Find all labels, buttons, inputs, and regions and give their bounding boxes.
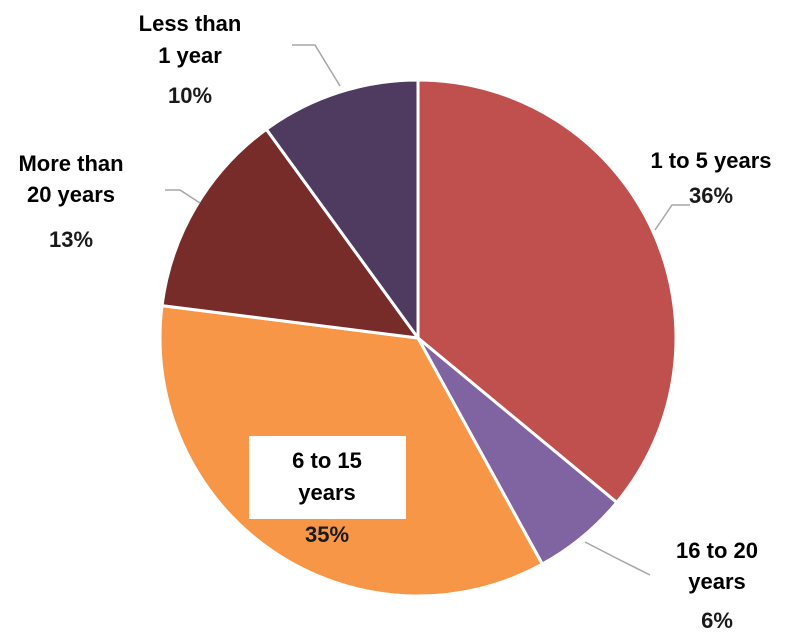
slice-percent-16-to-20-years: 6% <box>701 608 733 633</box>
slice-percent-less-than-1-year: 10% <box>168 83 212 108</box>
pie-slice-more-than-20-years <box>160 127 422 340</box>
pie-slices <box>158 78 678 598</box>
leader-lines <box>165 44 690 576</box>
slice-percent-6-to-15-years: 35% <box>305 522 349 547</box>
leader-line-more-than-20 <box>165 189 201 204</box>
slice-label-less-than-1-line1: Less than <box>139 11 242 36</box>
slice-label-1-to-5-years: 1 to 5 years <box>650 148 771 173</box>
leader-line-less-than-1 <box>292 44 341 87</box>
label-box-6-to-15 <box>249 436 406 519</box>
slice-percent-1-to-5-years: 36% <box>689 183 733 208</box>
slice-label-less-than-1-line2: 1 year <box>158 43 222 68</box>
slice-label-16-to-20-line1: 16 to 20 <box>676 538 758 563</box>
pie-slice-1-to-5-years <box>416 78 678 505</box>
slice-label-6-to-15-line2: years <box>298 480 356 505</box>
pie-slice-less-than-1-year <box>264 78 420 343</box>
leader-line-16-to-20 <box>584 541 651 576</box>
slice-percent-more-than-20-years: 13% <box>49 227 93 252</box>
slice-label-more-than-20-line2: 20 years <box>27 182 115 207</box>
slice-label-16-to-20-line2: years <box>688 569 746 594</box>
slice-label-6-to-15-line1: 6 to 15 <box>292 448 362 473</box>
slice-label-more-than-20-line1: More than <box>18 151 123 176</box>
leader-line-1-to-5 <box>654 204 690 231</box>
